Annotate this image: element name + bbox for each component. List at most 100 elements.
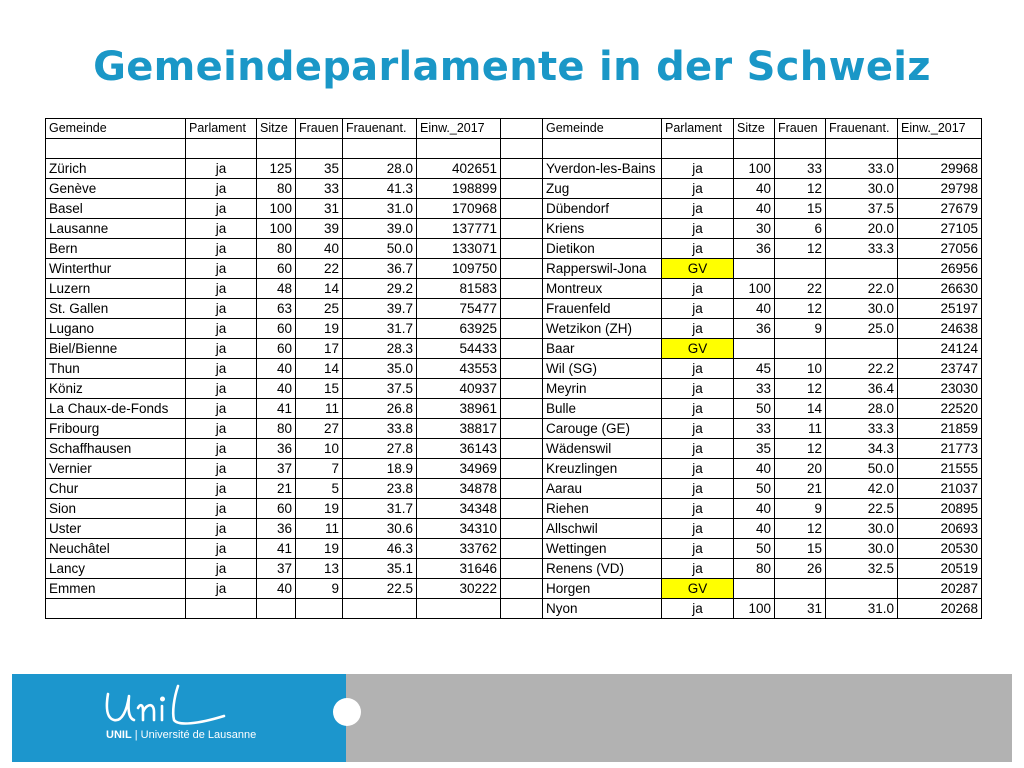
- cell-sitze: 36: [733, 318, 775, 339]
- cell-gemeinde: Carouge (GE): [542, 418, 662, 439]
- cell-frauen: 26: [774, 558, 826, 579]
- cell-gemeinde: Nyon: [542, 598, 662, 619]
- table-body: Zürich ja 125 35 28.0 402651 Yverdon-les-Bains…: [45, 158, 982, 619]
- table-row: Genève ja 80 33 41.3 198899 Zug ja 40 12 30.0 29798: [45, 178, 982, 199]
- cell-gemeinde: St. Gallen: [45, 298, 186, 319]
- cell-gemeinde: Bern: [45, 238, 186, 259]
- cell-gemeinde: La Chaux-de-Fonds: [45, 398, 186, 419]
- cell-einwohner: 24124: [897, 338, 982, 359]
- cell-frauenanteil: 35.1: [342, 558, 417, 579]
- cell-frauenanteil: 37.5: [342, 378, 417, 399]
- cell-gemeinde: Winterthur: [45, 258, 186, 279]
- cell-sitze: 48: [256, 278, 296, 299]
- cell-frauenanteil: 26.8: [342, 398, 417, 419]
- cell-frauenanteil: 32.5: [825, 558, 898, 579]
- header-einwohner: Einw._2017: [897, 118, 982, 139]
- cell-parlament: ja: [185, 238, 257, 259]
- table-row: Luzern ja 48 14 29.2 81583 Montreux ja 100 22 22.0…: [45, 278, 982, 299]
- cell-frauenanteil: 36.4: [825, 378, 898, 399]
- cell-parlament: ja: [661, 378, 734, 399]
- university-logo-text: UNIL | Université de Lausanne: [106, 729, 256, 741]
- cell-sitze: 33: [733, 418, 775, 439]
- table-empty-row: [45, 138, 982, 159]
- cell-frauenanteil: 35.0: [342, 358, 417, 379]
- cell-parlament: ja: [185, 278, 257, 299]
- cell-sitze: 100: [256, 198, 296, 219]
- cell-frauenanteil: [825, 578, 898, 599]
- empty-cell: [500, 138, 543, 159]
- cell-parlament: ja: [661, 598, 734, 619]
- spacer-cell: [500, 458, 543, 479]
- spacer-cell: [500, 318, 543, 339]
- cell-sitze: 30: [733, 218, 775, 239]
- cell-sitze: 37: [256, 458, 296, 479]
- cell-frauen: 12: [774, 518, 826, 539]
- cell-frauenanteil: 30.6: [342, 518, 417, 539]
- cell-frauen: 12: [774, 238, 826, 259]
- header-frauen: Frauen: [774, 118, 826, 139]
- cell-sitze: 100: [733, 158, 775, 179]
- cell-frauen: 31: [295, 198, 343, 219]
- cell-sitze: 41: [256, 538, 296, 559]
- cell-frauenanteil: 22.0: [825, 278, 898, 299]
- cell-einwohner: 22520: [897, 398, 982, 419]
- spacer-cell: [500, 378, 543, 399]
- cell-parlament: ja: [661, 158, 734, 179]
- cell-einwohner: 29798: [897, 178, 982, 199]
- cell-frauen: 11: [295, 398, 343, 419]
- table-row: Biel/Bienne ja 60 17 28.3 54433 Baar GV 24124: [45, 338, 982, 359]
- header-frauenanteil: Frauenant.: [825, 118, 898, 139]
- data-table: Gemeinde Parlament Sitze Frauen Frauenan…: [45, 118, 982, 619]
- empty-cell: [342, 138, 417, 159]
- cell-frauen: 15: [774, 198, 826, 219]
- cell-frauenanteil: 39.0: [342, 218, 417, 239]
- cell-gemeinde: Frauenfeld: [542, 298, 662, 319]
- cell-gemeinde: Wädenswil: [542, 438, 662, 459]
- cell-frauenanteil: 20.0: [825, 218, 898, 239]
- cell-frauenanteil: 33.3: [825, 418, 898, 439]
- empty-cell: [825, 138, 898, 159]
- cell-gemeinde: Zürich: [45, 158, 186, 179]
- cell-gemeinde: Kriens: [542, 218, 662, 239]
- cell-frauen: [774, 578, 826, 599]
- cell-gemeinde: Schaffhausen: [45, 438, 186, 459]
- spacer-cell: [500, 518, 543, 539]
- cell-gemeinde: Rapperswil-Jona: [542, 258, 662, 279]
- empty-cell: [45, 138, 186, 159]
- cell-frauen: 19: [295, 318, 343, 339]
- cell-sitze: [733, 258, 775, 279]
- cell-einwohner: 63925: [416, 318, 501, 339]
- cell-parlament: ja: [185, 178, 257, 199]
- cell-einwohner: 27679: [897, 198, 982, 219]
- cell-frauen: 12: [774, 298, 826, 319]
- cell-sitze: 40: [733, 458, 775, 479]
- cell-parlament: ja: [661, 218, 734, 239]
- spacer-cell: [500, 178, 543, 199]
- cell-sitze: 40: [733, 178, 775, 199]
- cell-frauen: 27: [295, 418, 343, 439]
- cell-einwohner: 21859: [897, 418, 982, 439]
- table-row: Bern ja 80 40 50.0 133071 Dietikon ja 36 12 33.3 27…: [45, 238, 982, 259]
- cell-sitze: 40: [733, 298, 775, 319]
- cell-parlament: ja: [661, 478, 734, 499]
- cell-einwohner: 21555: [897, 458, 982, 479]
- cell-frauen: 9: [774, 318, 826, 339]
- empty-cell: [897, 138, 982, 159]
- cell-parlament: ja: [661, 518, 734, 539]
- cell-parlament: ja: [185, 458, 257, 479]
- cell-parlament: ja: [185, 198, 257, 219]
- cell-frauenanteil: 23.8: [342, 478, 417, 499]
- header-parlament: Parlament: [661, 118, 734, 139]
- cell-parlament: ja: [661, 278, 734, 299]
- cell-einwohner: 75477: [416, 298, 501, 319]
- cell-gemeinde: Sion: [45, 498, 186, 519]
- cell-gemeinde: Allschwil: [542, 518, 662, 539]
- cell-parlament: [185, 598, 257, 619]
- cell-sitze: 125: [256, 158, 296, 179]
- cell-einwohner: 33762: [416, 538, 501, 559]
- cell-parlament: ja: [661, 238, 734, 259]
- empty-cell: [774, 138, 826, 159]
- cell-frauenanteil: 41.3: [342, 178, 417, 199]
- cell-einwohner: 34878: [416, 478, 501, 499]
- cell-gemeinde: Renens (VD): [542, 558, 662, 579]
